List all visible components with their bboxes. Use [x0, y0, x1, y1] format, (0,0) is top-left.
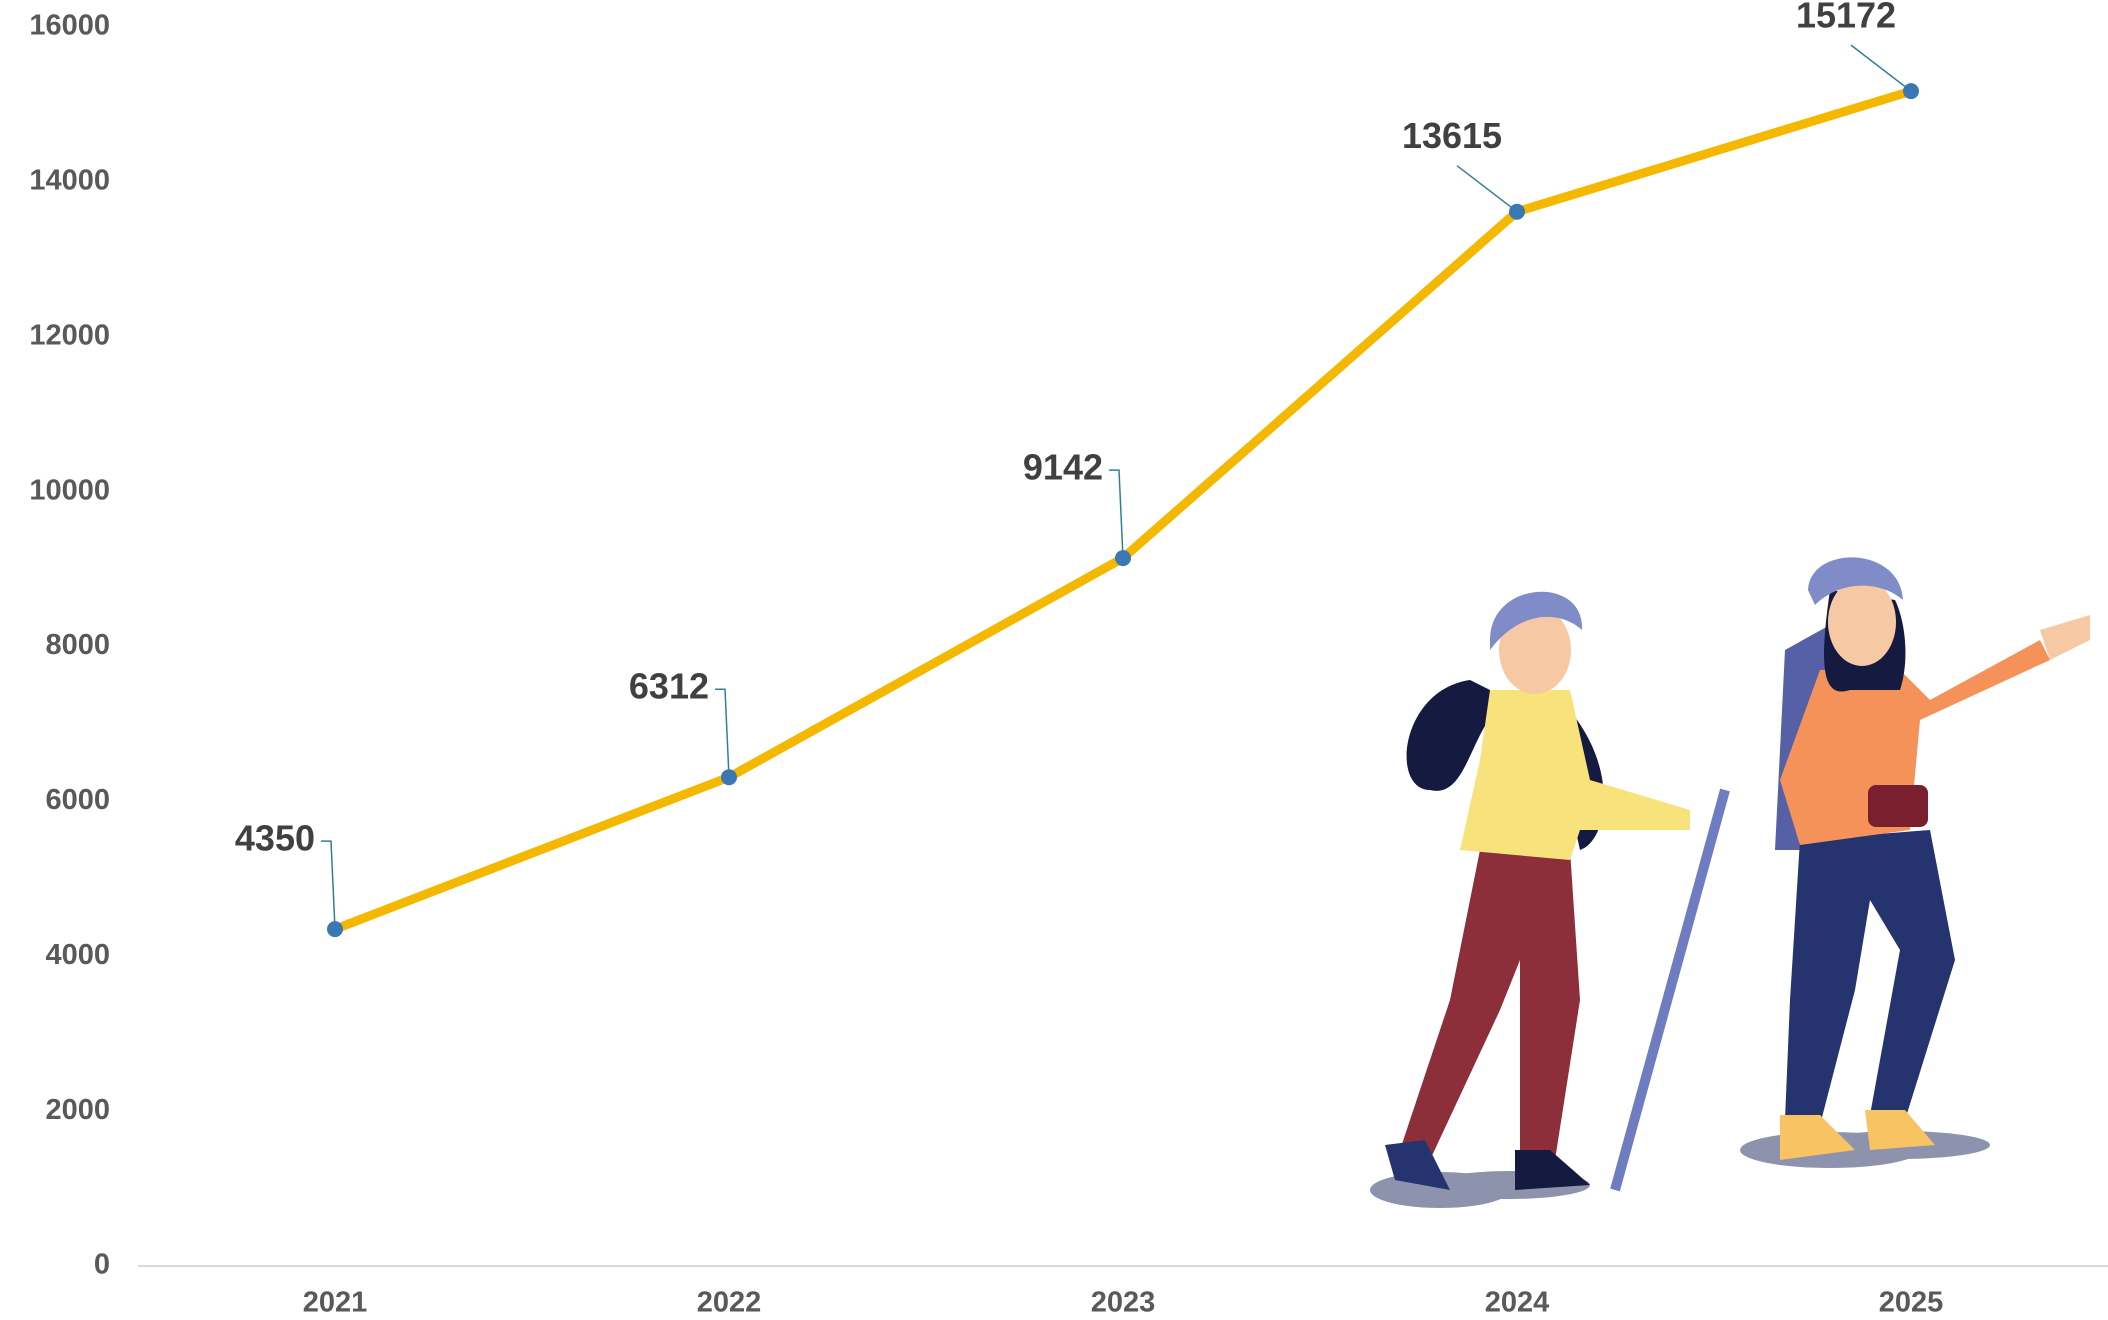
jeans — [1785, 830, 1955, 1125]
shoe — [1515, 1150, 1590, 1190]
leader-line — [1109, 470, 1123, 558]
data-line — [335, 91, 1911, 929]
walking-stick — [1615, 790, 1725, 1190]
data-label: 15172 — [1796, 0, 1896, 36]
data-label: 13615 — [1402, 115, 1502, 156]
data-point — [1115, 550, 1131, 566]
x-tick-label: 2022 — [697, 1287, 762, 1319]
y-tick-label: 6000 — [45, 784, 110, 816]
hand — [2040, 615, 2090, 660]
y-tick-label: 12000 — [29, 319, 110, 351]
data-label: 4350 — [235, 818, 315, 859]
face — [1828, 578, 1896, 666]
shoe — [1865, 1110, 1935, 1150]
leader-line — [1457, 166, 1517, 212]
y-tick-label: 14000 — [29, 165, 110, 197]
hikers-illustration — [1370, 557, 2090, 1208]
x-tick-label: 2023 — [1091, 1287, 1156, 1319]
x-tick-label: 2025 — [1879, 1287, 1944, 1319]
data-point — [1509, 204, 1525, 220]
y-tick-label: 8000 — [45, 629, 110, 661]
camera — [1868, 785, 1928, 827]
data-point — [327, 921, 343, 937]
y-tick-label: 2000 — [45, 1094, 110, 1126]
y-tick-label: 4000 — [45, 939, 110, 971]
data-point — [721, 769, 737, 785]
y-tick-label: 16000 — [29, 10, 110, 42]
leader-line — [321, 841, 335, 929]
x-tick-label: 2024 — [1485, 1287, 1550, 1319]
leader-line — [1851, 45, 1911, 91]
data-label: 6312 — [629, 666, 709, 707]
data-label: 9142 — [1023, 447, 1103, 488]
y-tick-label: 0 — [94, 1249, 110, 1281]
chart: 0 2000 4000 6000 8000 10000 12000 14000 16000 202… — [0, 0, 2108, 1320]
trousers — [1400, 850, 1580, 1160]
leader-line — [715, 689, 729, 777]
x-tick-label: 2021 — [303, 1287, 368, 1319]
sweater — [1460, 690, 1690, 860]
y-tick-label: 10000 — [29, 474, 110, 506]
data-point — [1903, 83, 1919, 99]
